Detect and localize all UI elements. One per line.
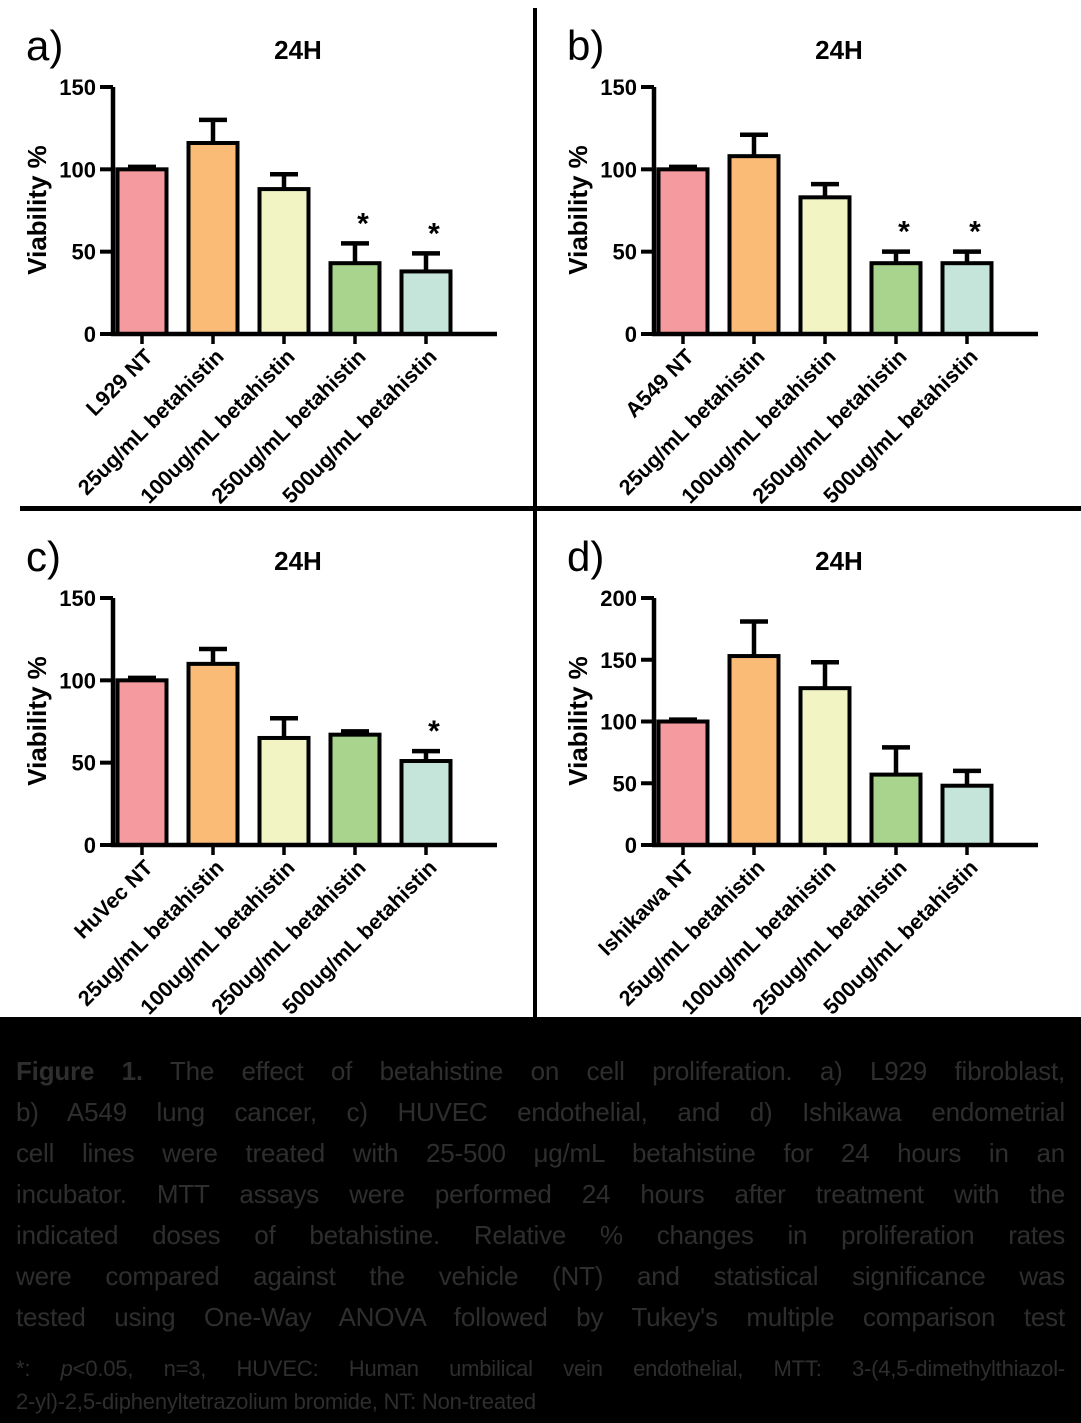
figure-caption-text: Figure 1. The effect of betahistine on c… bbox=[16, 1051, 1065, 1338]
bar bbox=[727, 154, 781, 336]
bar bbox=[798, 686, 852, 847]
y-axis-tick-label: 150 bbox=[59, 75, 96, 100]
bar bbox=[656, 719, 710, 847]
y-axis-tick-label: 0 bbox=[84, 322, 96, 347]
y-axis-tick-label: 50 bbox=[613, 240, 637, 265]
figure-caption-box: Figure 1. The effect of betahistine on c… bbox=[0, 1017, 1081, 1423]
significance-marker: * bbox=[898, 216, 910, 249]
chart-title: 24H bbox=[274, 35, 322, 65]
bar bbox=[115, 678, 169, 847]
caption-line: cell lines were treated with 25-500 μg/m… bbox=[16, 1138, 1065, 1168]
bar bbox=[328, 732, 382, 848]
y-axis-tick-label: 150 bbox=[600, 648, 637, 673]
y-axis-tick-label: 0 bbox=[625, 833, 637, 858]
figure-caption-footnote: *: p<0.05, n=3, HUVEC: Human umbilical v… bbox=[16, 1352, 1065, 1418]
panel-letter-label: d) bbox=[567, 533, 604, 580]
significance-marker: * bbox=[428, 217, 440, 250]
bar bbox=[399, 759, 453, 848]
chart-panel-a: a) 24H Viability % 0 50 100 150 L929 NT 25ug/mL … bbox=[0, 2, 540, 514]
caption-figure-number: Figure 1. bbox=[16, 1056, 143, 1086]
caption-footnote-line: *: p<0.05, n=3, HUVEC: Human umbilical v… bbox=[16, 1356, 1065, 1381]
significance-marker: * bbox=[428, 715, 440, 748]
chart-panel-d: d) 24H Viability % 0 50 100 150 200 Ishikawa NT 2… bbox=[541, 513, 1081, 1025]
bar bbox=[186, 140, 240, 336]
panel-letter-label: a) bbox=[26, 22, 63, 69]
bar bbox=[727, 654, 781, 847]
chart-title: 24H bbox=[274, 546, 322, 576]
y-axis-tick-label: 100 bbox=[600, 710, 637, 735]
y-axis-tick-label: 100 bbox=[600, 157, 637, 182]
bar bbox=[656, 167, 710, 336]
bar bbox=[186, 661, 240, 847]
y-axis-title: Viability % bbox=[563, 656, 593, 786]
chart-panel-c: c) 24H Viability % 0 50 100 150 HuVec NT 25ug/mL… bbox=[0, 513, 540, 1025]
caption-line: tested using One-Way ANOVA followed by T… bbox=[16, 1302, 1065, 1332]
panel-letter-label: b) bbox=[567, 22, 604, 69]
bar bbox=[869, 261, 923, 336]
y-axis-title: Viability % bbox=[563, 145, 593, 275]
y-axis-title: Viability % bbox=[22, 656, 52, 786]
panel-divider-vertical bbox=[533, 8, 537, 1017]
bar bbox=[328, 261, 382, 336]
y-axis-tick-label: 100 bbox=[59, 668, 96, 693]
bar bbox=[869, 772, 923, 848]
y-axis-tick-label: 150 bbox=[59, 586, 96, 611]
bar bbox=[257, 187, 311, 336]
caption-line: b) A549 lung cancer, c) HUVEC endothelia… bbox=[16, 1097, 1065, 1127]
caption-line: incubator. MTT assays were performed 24 … bbox=[16, 1179, 1065, 1209]
bar bbox=[940, 783, 994, 847]
y-axis-tick-label: 0 bbox=[625, 322, 637, 347]
y-axis-title: Viability % bbox=[22, 145, 52, 275]
panel-divider-horizontal bbox=[20, 506, 1081, 511]
bar bbox=[115, 167, 169, 336]
y-axis-tick-label: 50 bbox=[72, 751, 96, 776]
bar bbox=[798, 195, 852, 336]
bar bbox=[399, 269, 453, 336]
caption-line: Figure 1. The effect of betahistine on c… bbox=[16, 1056, 1065, 1086]
caption-footnote-line: 2-yl)-2,5-diphenyltetrazolium bromide, N… bbox=[16, 1389, 536, 1414]
chart-title: 24H bbox=[815, 546, 863, 576]
y-axis-tick-label: 50 bbox=[72, 240, 96, 265]
chart-title: 24H bbox=[815, 35, 863, 65]
caption-line: indicated doses of betahistine. Relative… bbox=[16, 1220, 1065, 1250]
caption-line: were compared against the vehicle (NT) a… bbox=[16, 1261, 1065, 1291]
significance-marker: * bbox=[357, 207, 369, 240]
panel-letter-label: c) bbox=[26, 533, 61, 580]
y-axis-tick-label: 0 bbox=[84, 833, 96, 858]
y-axis-tick-label: 150 bbox=[600, 75, 637, 100]
chart-panel-b: b) 24H Viability % 0 50 100 150 A549 NT 25ug/mL … bbox=[541, 2, 1081, 514]
y-axis-tick-label: 200 bbox=[600, 586, 637, 611]
bar bbox=[940, 261, 994, 336]
y-axis-tick-label: 100 bbox=[59, 157, 96, 182]
y-axis-tick-label: 50 bbox=[613, 771, 637, 796]
bar bbox=[257, 735, 311, 847]
significance-marker: * bbox=[969, 216, 981, 249]
